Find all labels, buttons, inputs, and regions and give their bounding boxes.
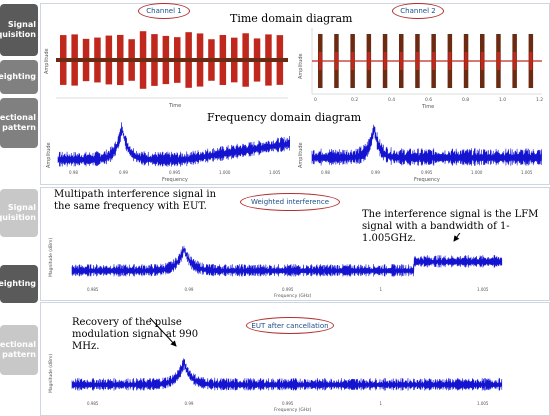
eut-spectrum bbox=[71, 358, 503, 391]
ch2-time-tick: 1.0 bbox=[499, 97, 506, 103]
eut-frequency-axis-label: Frequency (GHz) bbox=[274, 407, 312, 413]
frequency-tick: 0.985 bbox=[87, 287, 99, 292]
frequency-tick: 1 bbox=[380, 287, 383, 292]
sidebar-weighting-bottom[interactable]: weighting bbox=[0, 265, 38, 303]
ch2-time-tick: 0.8 bbox=[462, 97, 469, 103]
ch2-time-tick: 0.4 bbox=[388, 97, 395, 103]
sidebar-directional-pattern-bottom[interactable]: Directional pattern bbox=[0, 325, 38, 375]
weighted-interference-label: Weighted interference bbox=[240, 193, 340, 211]
frequency-tick: 1.005 bbox=[521, 170, 533, 175]
multipath-note: Multipath interference signal in the sam… bbox=[54, 189, 217, 212]
ch2-time-tick: 0 bbox=[314, 97, 317, 103]
channel-1-label: Channel 1 bbox=[138, 3, 190, 19]
frequency-tick: 0.98 bbox=[69, 170, 78, 175]
ch2-time-signal bbox=[312, 34, 542, 88]
frequency-tick: 1.005 bbox=[477, 287, 489, 292]
ch2-freq-amplitude-label: Amplitude bbox=[298, 142, 304, 168]
eut-spectrum-plot: Magnitude (dBm) 0.985 0.99 0.995 1 1.005 Fre… bbox=[48, 354, 503, 413]
frequency-tick: 0.995 bbox=[421, 170, 433, 175]
frequency-tick: 0.99 bbox=[371, 170, 380, 175]
weighted-spectrum bbox=[71, 245, 503, 277]
channel-1-frequency-plot: Amplitude 0.98 0.99 0.995 1.000 1.005 Freque… bbox=[46, 122, 290, 183]
channel-2-label: Channel 2 bbox=[392, 3, 444, 19]
frequency-tick: 1.000 bbox=[471, 170, 483, 175]
recovery-note: Recovery of the pulse modulation signal … bbox=[72, 317, 199, 352]
frequency-tick: 1.005 bbox=[477, 401, 489, 406]
ch2-time-axis-label: Time bbox=[421, 104, 434, 110]
frequency-domain-heading: Frequency domain diagram bbox=[207, 111, 362, 124]
frequency-tick: 0.98 bbox=[321, 170, 330, 175]
frequency-tick: 1.005 bbox=[269, 170, 281, 175]
ch1-baseline bbox=[56, 58, 288, 62]
frequency-tick: 1 bbox=[380, 401, 383, 406]
ch1-frequency-axis-label: Frequency bbox=[162, 177, 188, 183]
sidebar-signal-acquisition-bottom[interactable]: Signal acquisition bbox=[0, 189, 38, 237]
frequency-tick: 0.995 bbox=[282, 401, 294, 406]
channel-2-frequency-plot: Amplitude 0.98 0.99 0.995 1.000 1.005 Freque… bbox=[298, 124, 542, 183]
ch1-frequency-ticks: 0.98 0.99 0.995 1.000 1.005 bbox=[69, 170, 281, 175]
ch1-freq-amplitude-label: Amplitude bbox=[46, 142, 52, 168]
sidebar-weighting-top[interactable]: weighting bbox=[0, 60, 38, 94]
top-panel: Signal acquisition weighting Directional… bbox=[0, 0, 550, 185]
channel-1-time-plot: Amplitude Time bbox=[44, 31, 288, 109]
bottom-panel: Signal acquisition weighting Directional… bbox=[0, 185, 550, 416]
frequency-tick: 0.995 bbox=[169, 170, 181, 175]
ch1-spectrum bbox=[57, 122, 290, 167]
weighted-spectrum-plot: Magnitude (dBm) 0.985 0.99 0.995 1 1.005 Fre… bbox=[48, 233, 503, 299]
frequency-tick: 0.99 bbox=[185, 401, 194, 406]
eut-magnitude-label: Magnitude (dBm) bbox=[48, 354, 54, 393]
frequency-tick: 0.99 bbox=[119, 170, 128, 175]
lfm-arrow bbox=[453, 233, 461, 242]
ch2-time-tick: 0.2 bbox=[351, 97, 358, 103]
weighted-frequency-axis-label: Frequency (GHz) bbox=[274, 293, 312, 299]
time-domain-heading: Time domain diagram bbox=[230, 12, 353, 25]
eut-after-cancellation-label: EUT after cancellation bbox=[246, 317, 334, 334]
sidebar-directional-pattern-top[interactable]: Directional pattern bbox=[0, 98, 38, 148]
ch1-time-axis-label: Time bbox=[168, 103, 181, 109]
weighted-frequency-ticks: 0.985 0.99 0.995 1 1.005 bbox=[87, 287, 489, 292]
ch2-time-tick: 0.6 bbox=[425, 97, 432, 103]
ch2-spectrum bbox=[311, 124, 542, 166]
channel-2-time-plot: Amplitude 0 0.2 0.4 0.6 0.8 1.0 1.2 Time bbox=[298, 28, 543, 110]
frequency-tick: 0.99 bbox=[185, 287, 194, 292]
frequency-tick: 1.000 bbox=[219, 170, 231, 175]
weighted-magnitude-label: Magnitude (dBm) bbox=[48, 238, 54, 277]
lfm-note: The interference signal is the LFM signa… bbox=[362, 209, 539, 244]
sidebar-signal-acquisition-top[interactable]: Signal acquisition bbox=[0, 4, 38, 56]
ch1-amplitude-axis-label: Amplitude bbox=[44, 48, 50, 74]
ch2-time-ticks: 0 0.2 0.4 0.6 0.8 1.0 1.2 bbox=[314, 97, 543, 103]
ch1-time-signal bbox=[56, 31, 288, 89]
eut-frequency-ticks: 0.985 0.99 0.995 1 1.005 bbox=[87, 401, 489, 406]
ch2-frequency-axis-label: Frequency bbox=[414, 177, 440, 183]
ch2-time-tick: 1.2 bbox=[536, 97, 543, 103]
frequency-tick: 0.985 bbox=[87, 401, 99, 406]
frequency-tick: 0.995 bbox=[282, 287, 294, 292]
ch2-frequency-ticks: 0.98 0.99 0.995 1.000 1.005 bbox=[321, 170, 533, 175]
ch2-amplitude-axis-label: Amplitude bbox=[298, 53, 304, 79]
